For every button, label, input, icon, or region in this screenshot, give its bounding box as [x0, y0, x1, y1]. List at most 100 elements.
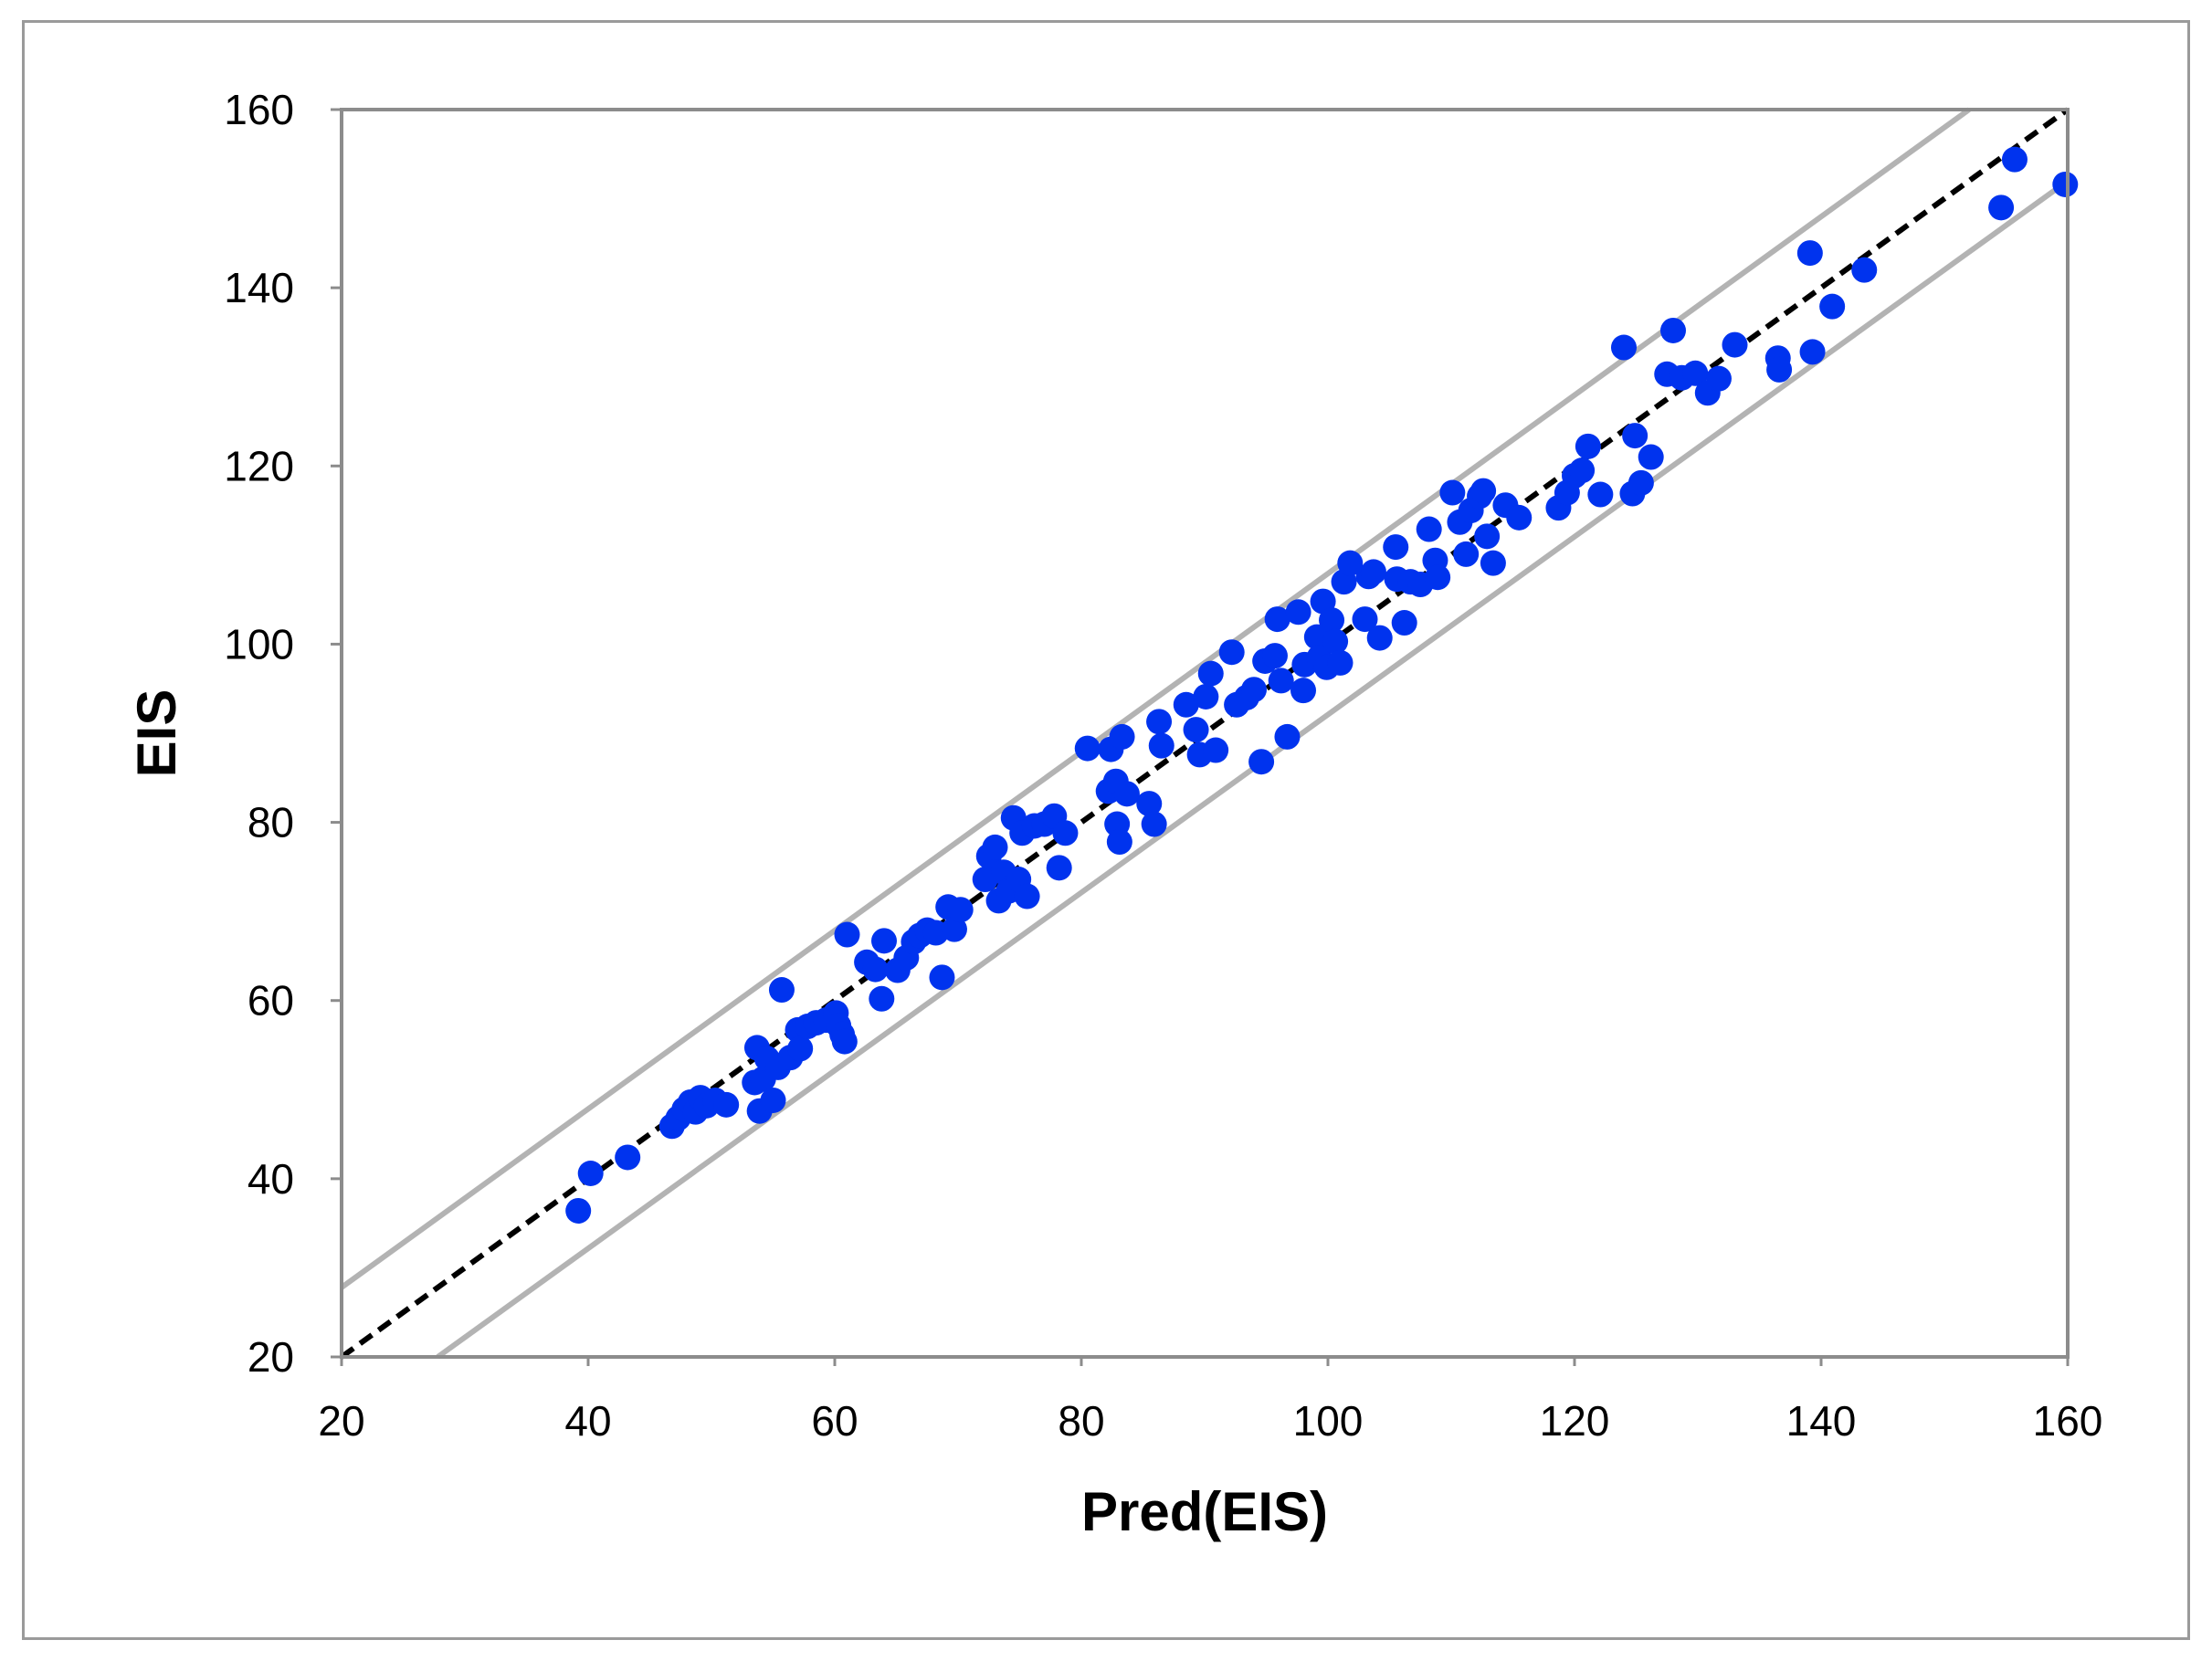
x-tick-label: 140 — [1786, 1397, 1857, 1445]
data-point — [1261, 643, 1288, 669]
data-points — [565, 146, 2079, 1224]
data-point — [862, 956, 889, 983]
data-point — [1660, 317, 1686, 343]
data-point — [1587, 481, 1614, 508]
data-point — [2052, 171, 2079, 197]
data-point — [1425, 564, 1451, 591]
data-point — [1622, 423, 1648, 449]
data-point — [713, 1091, 740, 1118]
y-tick-label: 120 — [224, 442, 294, 489]
data-point — [1851, 257, 1878, 283]
data-point — [1470, 478, 1497, 504]
data-point — [1682, 360, 1709, 386]
data-point — [1109, 723, 1135, 750]
data-point — [1705, 365, 1732, 392]
data-point — [1360, 559, 1386, 585]
x-tick-label: 80 — [1058, 1397, 1104, 1445]
data-point — [1218, 639, 1245, 666]
data-point — [1569, 457, 1596, 484]
data-point — [1474, 523, 1501, 550]
data-point — [787, 1035, 814, 1062]
data-point — [1766, 356, 1793, 383]
data-point — [1248, 749, 1275, 775]
data-point — [831, 1028, 858, 1055]
data-point — [1627, 469, 1654, 496]
y-tick-label: 40 — [248, 1155, 294, 1203]
data-point — [1799, 339, 1826, 365]
data-point — [565, 1197, 592, 1224]
data-point — [1575, 433, 1601, 459]
data-point — [1106, 829, 1132, 856]
data-point — [1148, 732, 1174, 759]
y-tick-label: 80 — [248, 799, 294, 846]
data-point — [1052, 820, 1079, 846]
data-point — [1327, 649, 1354, 676]
data-point — [577, 1161, 604, 1187]
x-axis-ticks: 20 40 60 80 100 120 140 160 — [318, 1357, 2102, 1445]
x-tick-label: 60 — [811, 1397, 858, 1445]
y-axis-title: EIS — [126, 689, 187, 778]
x-tick-label: 40 — [564, 1397, 611, 1445]
data-point — [1197, 660, 1224, 687]
data-point — [1141, 811, 1167, 837]
plot-area-border — [340, 108, 2070, 1359]
data-point — [1366, 625, 1393, 651]
data-point — [1274, 723, 1301, 750]
x-tick-label: 100 — [1293, 1397, 1364, 1445]
data-point — [1988, 194, 2015, 221]
data-point — [615, 1144, 641, 1171]
data-point — [1638, 444, 1664, 470]
data-point — [1796, 240, 1823, 267]
data-point — [1383, 534, 1409, 561]
data-point — [1416, 516, 1442, 542]
data-point — [1352, 606, 1378, 633]
y-tick-label: 60 — [248, 977, 294, 1025]
data-point — [1046, 855, 1072, 881]
data-point — [1241, 677, 1267, 703]
data-point — [982, 834, 1008, 860]
data-point — [1203, 737, 1229, 763]
data-point — [1439, 479, 1466, 506]
data-point — [1136, 791, 1163, 817]
data-point — [1611, 334, 1637, 361]
data-point — [1074, 735, 1101, 762]
x-axis-title: Pred(EIS) — [1081, 1481, 1328, 1542]
data-point — [1319, 607, 1345, 634]
x-tick-label: 160 — [2033, 1397, 2103, 1445]
data-point — [1173, 691, 1199, 718]
data-point — [1337, 550, 1364, 576]
data-point — [947, 897, 974, 923]
data-point — [941, 916, 967, 942]
x-tick-label: 20 — [318, 1397, 364, 1445]
data-point — [1193, 683, 1219, 710]
data-point — [834, 921, 860, 948]
data-point — [1506, 504, 1533, 531]
y-tick-label: 140 — [224, 264, 294, 311]
data-point — [768, 977, 795, 1004]
data-point — [760, 1087, 786, 1113]
data-point — [1113, 781, 1140, 807]
data-point — [869, 985, 895, 1012]
data-point — [1819, 293, 1846, 320]
data-point — [1391, 610, 1417, 636]
x-tick-label: 120 — [1540, 1397, 1610, 1445]
upper-band-line — [340, 107, 1971, 1290]
data-point — [1183, 717, 1209, 743]
data-point — [2001, 146, 2028, 173]
data-point — [1453, 541, 1480, 567]
data-point — [871, 928, 897, 954]
y-tick-label: 20 — [248, 1333, 294, 1381]
data-point — [1264, 606, 1290, 633]
y-axis-ticks: 20 40 60 80 100 120 140 160 — [224, 86, 342, 1381]
data-point — [929, 964, 955, 991]
y-tick-label: 160 — [224, 86, 294, 133]
data-point — [1480, 550, 1506, 576]
data-point — [1322, 628, 1349, 655]
y-tick-label: 100 — [224, 620, 294, 668]
data-point — [1290, 678, 1316, 704]
data-point — [1268, 668, 1294, 694]
data-point — [1722, 331, 1748, 358]
data-point — [1014, 883, 1040, 909]
data-point — [1146, 709, 1173, 735]
